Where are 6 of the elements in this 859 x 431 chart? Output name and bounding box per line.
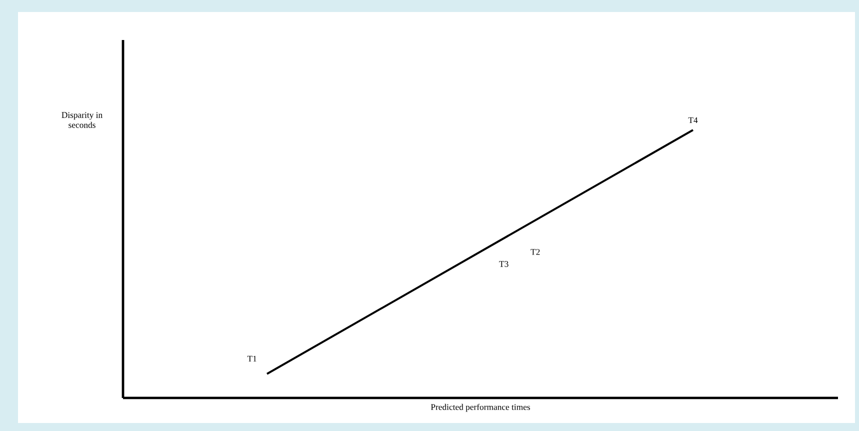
annotation: T2 (530, 249, 540, 255)
text: T4 (688, 117, 698, 124)
annotation: T3 (499, 261, 508, 267)
annotation: T1 (247, 356, 256, 362)
x-axis-title: Predicted performance times (430, 404, 530, 412)
y-axis-title: Disparity in seconds (62, 112, 102, 128)
